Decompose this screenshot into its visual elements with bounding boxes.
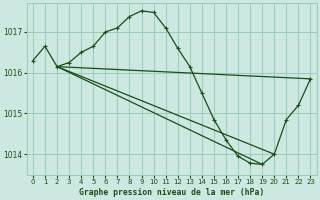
X-axis label: Graphe pression niveau de la mer (hPa): Graphe pression niveau de la mer (hPa) xyxy=(79,188,264,197)
